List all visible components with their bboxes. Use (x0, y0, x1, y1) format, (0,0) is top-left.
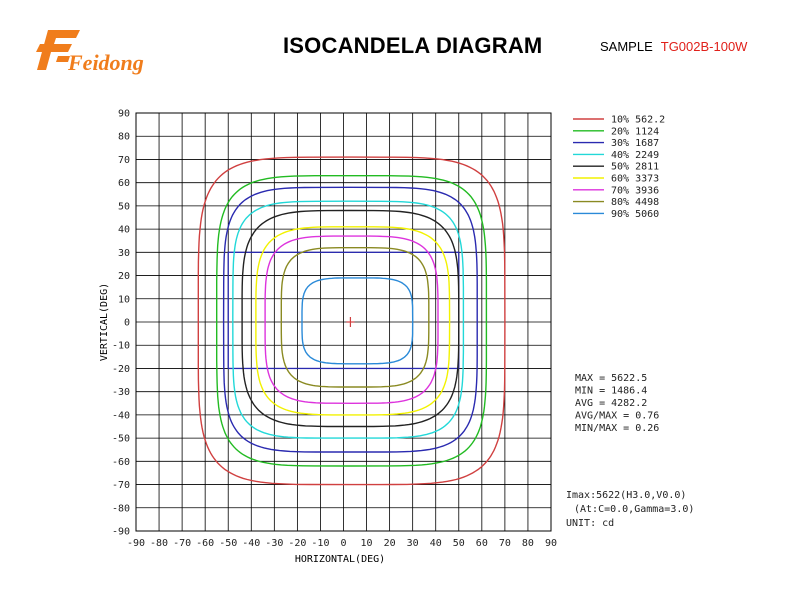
x-tick-label: 40 (430, 538, 442, 549)
y-tick-label: 0 (124, 318, 130, 329)
contour-line (241, 209, 460, 428)
y-tick-label: -50 (112, 434, 130, 445)
y-tick-label: -90 (112, 527, 130, 538)
x-tick-label: 0 (340, 538, 346, 549)
stat-line: MAX = 5622.5 (575, 373, 647, 384)
contour-line (255, 226, 451, 416)
x-tick-label: 90 (545, 538, 557, 549)
y-tick-label: -20 (112, 364, 130, 375)
y-tick-label: 80 (118, 132, 130, 143)
y-tick-label: 60 (118, 178, 130, 189)
feidong-f-mark (36, 30, 80, 70)
logo-text: Feidong (67, 50, 144, 75)
sample-label: SAMPLE (600, 39, 653, 54)
notes-box: Imax:5622(H3.0,V0.0) (At:C=0.0,Gamma=3.0)… (566, 490, 694, 529)
stat-line: AVG/MAX = 0.76 (575, 411, 659, 422)
sample-info: SAMPLE TG002B-100W (600, 39, 747, 54)
x-tick-label: -20 (288, 538, 306, 549)
x-tick-label: -40 (242, 538, 260, 549)
contour-layer (197, 156, 506, 486)
x-tick-label: -10 (311, 538, 329, 549)
x-tick-label: 60 (476, 538, 488, 549)
y-axis-label: VERTICAL(DEG) (99, 283, 110, 361)
y-tick-label: 90 (118, 109, 130, 120)
x-tick-label: -30 (265, 538, 283, 549)
contour-line (197, 156, 506, 486)
x-tick-label: -60 (196, 538, 214, 549)
contour-line (264, 235, 439, 404)
legend-entry: 80% 4498 (611, 197, 659, 208)
y-tick-label: 30 (118, 248, 130, 259)
stat-line: MIN/MAX = 0.26 (575, 423, 659, 434)
legend-entry: 70% 3936 (611, 185, 659, 196)
contour-line (301, 277, 414, 365)
legend-entry: 90% 5060 (611, 209, 659, 220)
axis-layer: -90 -80 -70 -60 -50 -40 -30 -20 -10 0 10 20 30 40 50 60… (112, 109, 557, 550)
x-tick-label: 20 (384, 538, 396, 549)
legend-entry: 20% 1124 (611, 126, 659, 137)
contour-line (280, 246, 430, 388)
y-tick-label: 50 (118, 201, 130, 212)
x-tick-label: -80 (150, 538, 168, 549)
legend-entry: 30% 1687 (611, 138, 659, 149)
x-tick-label: 10 (361, 538, 373, 549)
x-tick-label: -90 (127, 538, 145, 549)
y-tick-label: 40 (118, 225, 130, 236)
stat-line: AVG = 4282.2 (575, 398, 647, 409)
note-line: (At:C=0.0,Gamma=3.0) (574, 504, 694, 515)
contour-line (222, 186, 478, 453)
x-tick-label: -50 (219, 538, 237, 549)
contour-line (215, 174, 488, 467)
legend-entry: 50% 2811 (611, 162, 659, 173)
x-tick-label: 30 (407, 538, 419, 549)
legend-entry: 40% 2249 (611, 150, 659, 161)
x-tick-label: 80 (522, 538, 534, 549)
x-axis-label: HORIZONTAL(DEG) (295, 554, 385, 565)
y-tick-label: -40 (112, 410, 130, 421)
y-tick-label: 10 (118, 294, 130, 305)
x-tick-label: 70 (499, 538, 511, 549)
y-tick-label: -60 (112, 457, 130, 468)
stat-line: MIN = 1486.4 (575, 386, 647, 397)
y-tick-label: -30 (112, 387, 130, 398)
note-line: UNIT: cd (566, 518, 614, 529)
legend-entry: 10% 562.2 (611, 115, 665, 126)
x-tick-label: -70 (173, 538, 191, 549)
y-tick-label: -80 (112, 503, 130, 514)
y-tick-label: -10 (112, 341, 130, 352)
x-tick-label: 50 (453, 538, 465, 549)
legend-entry: 60% 3373 (611, 174, 659, 185)
contour-line (232, 200, 465, 439)
y-tick-label: 20 (118, 271, 130, 282)
y-tick-label: -70 (112, 480, 130, 491)
brand-logo: Feidong (34, 26, 146, 81)
note-line: Imax:5622(H3.0,V0.0) (566, 490, 686, 501)
sample-model: TG002B-100W (660, 39, 748, 54)
page-title: ISOCANDELA DIAGRAM (283, 33, 543, 58)
plot-frame (135, 112, 552, 532)
y-tick-label: 70 (118, 155, 130, 166)
